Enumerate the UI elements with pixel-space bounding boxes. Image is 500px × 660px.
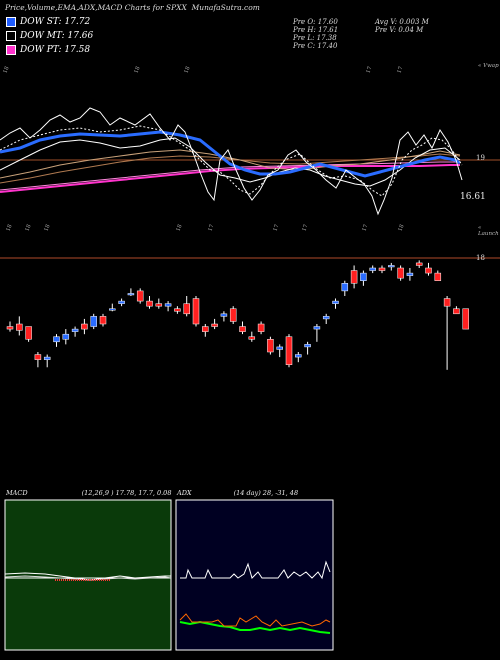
candle-down (434, 272, 442, 281)
candle-up (332, 300, 339, 304)
candle-down (239, 326, 246, 332)
stat-close: Pre C: 17.40 (293, 42, 338, 50)
macd-panel (4, 499, 172, 651)
adx-title-text: ADX (177, 489, 192, 497)
legend-label-st: DOW ST: 17.72 (20, 17, 91, 27)
ema-low-label: 16.61 (460, 192, 486, 202)
ema-level-label: 19 (476, 154, 485, 162)
candle-up (220, 313, 228, 317)
candle-up (322, 316, 330, 320)
candle-down (146, 300, 153, 307)
candle-down (462, 308, 469, 330)
candle-down (6, 326, 14, 330)
candle-down (174, 308, 181, 312)
candle-down (34, 354, 42, 360)
candle-up (276, 346, 283, 350)
candle-down (16, 323, 23, 331)
candle-up (295, 354, 302, 358)
legend-dow-mt: DOW MT: 17.66 (6, 31, 93, 41)
legend-swatch-blue (6, 17, 16, 27)
ema-dashed-line (0, 125, 463, 197)
candle-up (406, 272, 414, 276)
candle-up (313, 326, 321, 330)
legend-dow-st: DOW ST: 17.72 (6, 17, 90, 27)
stat-high: Pre H: 17.61 (293, 26, 339, 34)
ema-white-mt-line (0, 137, 461, 187)
candle-down (415, 262, 423, 266)
candle-up (127, 293, 135, 296)
candle-down (378, 267, 386, 271)
candle-down (81, 323, 88, 330)
candle-down (248, 336, 256, 340)
ema-section (0, 107, 500, 216)
candle-down (285, 336, 293, 365)
top-right-label: « Vwap (478, 63, 499, 69)
adx-line (180, 560, 331, 580)
candle-down (211, 323, 218, 327)
candle-up (71, 328, 79, 332)
stats-col-2: Avg V: 0.003 M Pre V: 0.04 M (375, 18, 429, 34)
candle-up (43, 356, 51, 360)
candle-down (425, 267, 432, 274)
candle-up (62, 333, 70, 340)
stat-open: Pre O: 17.60 (293, 18, 338, 26)
ema-brown-line-2 (0, 149, 461, 179)
adx-params: (14 day) 28, -31, 48 (233, 489, 299, 497)
candle-down (350, 270, 358, 284)
candle-up (360, 272, 367, 281)
candle-up (90, 316, 97, 327)
adx-panel (175, 499, 334, 651)
candle-down (229, 308, 237, 322)
candle-down (267, 339, 274, 353)
mid-right-label: « Launch (478, 225, 499, 237)
legend-swatch-pink (6, 45, 16, 55)
di-plus-line (179, 620, 331, 634)
candle-down (25, 326, 32, 340)
chart-title-text: Price,Volume,EMA,ADX,MACD Charts for SPX… (5, 3, 187, 12)
candle-up (164, 303, 172, 307)
stat-avg-volume: Avg V: 0.003 M (375, 18, 429, 26)
chart-title: Price,Volume,EMA,ADX,MACD Charts for SPX… (5, 3, 260, 12)
macd-params: (12,26,9 ) 17.78, 17.7, 0.08 (81, 489, 172, 497)
candle-down (202, 326, 209, 332)
macd-panel-bg (4, 499, 172, 651)
adx-title: ADX (14 day) 28, -31, 48 (177, 489, 298, 497)
candle-up (118, 300, 125, 304)
candle-up (388, 265, 395, 268)
legend-swatch-black (6, 31, 16, 41)
legend-label-mt: DOW MT: 17.66 (20, 31, 94, 41)
legend-label-pt: DOW PT: 17.58 (20, 45, 91, 55)
candle-down (192, 298, 200, 325)
candles-group (6, 260, 469, 370)
candle-down (136, 290, 144, 302)
stat-low: Pre L: 17.38 (293, 34, 337, 42)
di-minus-line (179, 613, 331, 627)
legend-dow-pt: DOW PT: 17.58 (6, 45, 90, 55)
candle-down (257, 323, 265, 332)
candle-up (109, 308, 116, 311)
candle-down (453, 308, 460, 315)
candle-down (99, 316, 107, 325)
candle-up (53, 336, 60, 343)
stat-prev-volume: Pre V: 0.04 M (375, 26, 424, 34)
candle-down (183, 303, 190, 315)
ema-white-line-2 (0, 107, 463, 216)
candle-down (155, 303, 163, 307)
macd-title-text: MACD (6, 489, 28, 497)
macd-title: MACD (12,26,9 ) 17.78, 17.7, 0.08 (6, 489, 171, 497)
stats-col-1: Pre O: 17.60 Pre H: 17.61 Pre L: 17.38 P… (293, 18, 338, 50)
candle-up (341, 283, 349, 292)
ema-blue-st-line (0, 130, 461, 178)
candle-down (397, 267, 404, 279)
site-name: MunafaSutra.com (191, 3, 260, 12)
candle-down (443, 298, 451, 307)
price-level-label: 18 (476, 254, 485, 262)
candle-up (304, 344, 311, 348)
candle-up (369, 267, 376, 271)
